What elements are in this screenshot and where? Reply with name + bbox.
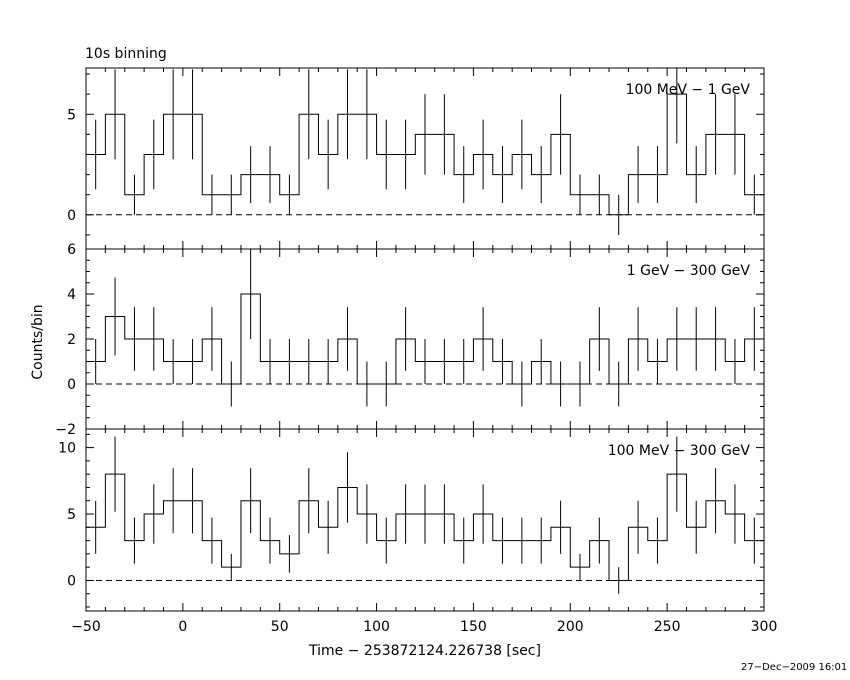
y-tick-label: 0 [67, 208, 76, 224]
x-tick-label: −50 [71, 619, 101, 635]
y-tick-label: 10 [58, 441, 76, 457]
x-tick-label: 0 [178, 619, 187, 635]
y-tick-label: 5 [67, 507, 76, 523]
energy-band-label: 1 GeV − 300 GeV [627, 263, 751, 279]
x-tick-label: 50 [271, 619, 289, 635]
y-tick-label: 0 [67, 573, 76, 589]
x-tick-label: 150 [460, 619, 487, 635]
x-axis-label: Time − 253872124.226738 [sec] [308, 643, 541, 659]
panel-frame [85, 428, 765, 612]
x-tick-label: 100 [363, 619, 390, 635]
y-tick-label: 6 [67, 242, 76, 258]
series-step-line [86, 93, 764, 216]
y-axis-label: Counts/bin [30, 304, 46, 379]
binning-label: 10s binning [85, 46, 167, 62]
y-tick-label: 4 [67, 287, 76, 303]
y-tick-label: 5 [67, 107, 76, 123]
series-step-line [86, 473, 764, 581]
x-tick-label: 250 [654, 619, 681, 635]
energy-band-label: 100 MeV − 300 GeV [608, 443, 751, 459]
y-tick-label: 0 [67, 377, 76, 393]
series-step-line [86, 293, 764, 385]
timestamp: 27−Dec−2009 16:01 [741, 662, 848, 673]
y-tick-label: 2 [67, 332, 76, 348]
x-tick-label: 200 [557, 619, 584, 635]
energy-band-label: 100 MeV − 1 GeV [626, 82, 751, 98]
x-tick-label: 300 [751, 619, 778, 635]
y-tick-label: −2 [55, 422, 76, 438]
